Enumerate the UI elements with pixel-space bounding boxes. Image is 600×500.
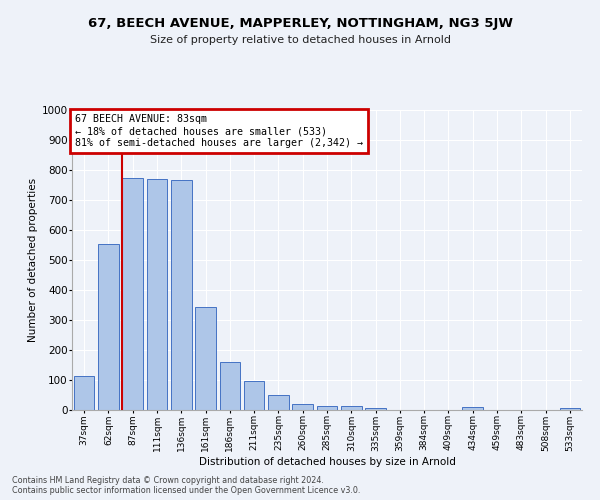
Bar <box>244 381 265 410</box>
Text: Contains HM Land Registry data © Crown copyright and database right 2024.
Contai: Contains HM Land Registry data © Crown c… <box>12 476 361 495</box>
Bar <box>146 179 167 410</box>
Bar <box>122 178 143 410</box>
Text: 67, BEECH AVENUE, MAPPERLEY, NOTTINGHAM, NG3 5JW: 67, BEECH AVENUE, MAPPERLEY, NOTTINGHAM,… <box>88 18 512 30</box>
Bar <box>560 408 580 410</box>
Bar <box>220 362 240 410</box>
Bar <box>171 180 191 410</box>
Bar <box>463 407 483 410</box>
Bar <box>292 404 313 410</box>
Bar <box>317 406 337 410</box>
Bar <box>74 376 94 410</box>
X-axis label: Distribution of detached houses by size in Arnold: Distribution of detached houses by size … <box>199 458 455 468</box>
Bar <box>268 395 289 410</box>
Y-axis label: Number of detached properties: Number of detached properties <box>28 178 38 342</box>
Bar <box>341 406 362 410</box>
Text: Size of property relative to detached houses in Arnold: Size of property relative to detached ho… <box>149 35 451 45</box>
Bar <box>98 244 119 410</box>
Bar <box>195 306 216 410</box>
Bar <box>365 408 386 410</box>
Text: 67 BEECH AVENUE: 83sqm
← 18% of detached houses are smaller (533)
81% of semi-de: 67 BEECH AVENUE: 83sqm ← 18% of detached… <box>74 114 362 148</box>
